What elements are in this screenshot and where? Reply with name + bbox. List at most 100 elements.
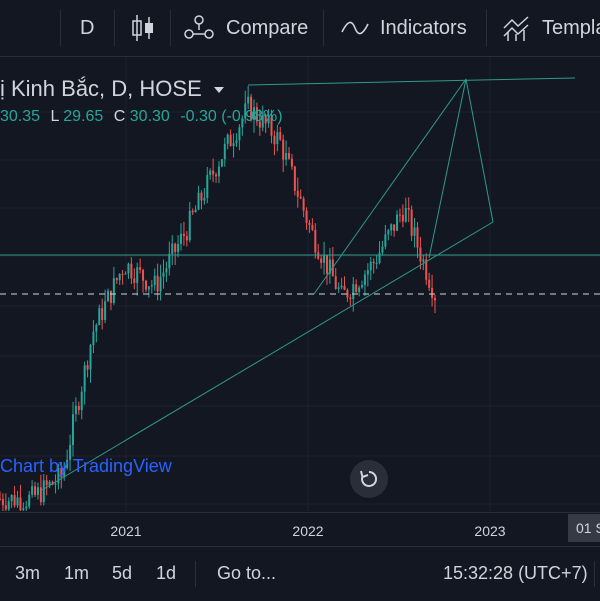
candle-body (136, 267, 139, 284)
candle-body (270, 117, 273, 136)
candle-body (197, 192, 200, 210)
toolbar-divider (486, 10, 487, 46)
candle-body (86, 365, 89, 370)
toolbar-divider (60, 10, 61, 46)
candle-body (384, 234, 387, 247)
candle-body (238, 127, 241, 141)
candle-body (343, 285, 346, 290)
candle-body (89, 345, 92, 370)
templates-icon (503, 16, 529, 41)
range-5d[interactable]: 5d (112, 563, 133, 583)
candle-body (223, 143, 226, 160)
candle-body (416, 227, 419, 248)
candle-body (180, 233, 183, 244)
candle-body (127, 263, 130, 274)
candle-body (361, 285, 364, 288)
ohlc-legend: 30.35 L 29.65 C 30.30 -0.30 (-0.98%) (0, 108, 283, 126)
clock-label[interactable]: 15:32:28 (UTC+7) (443, 563, 588, 583)
candle-body (422, 259, 425, 262)
candle-body (57, 468, 60, 484)
candle-body (71, 414, 74, 446)
candle-body (255, 107, 258, 122)
candle-body (150, 285, 153, 287)
chevron-down-icon[interactable] (213, 87, 224, 94)
candle-body (115, 278, 118, 281)
candle-body (63, 468, 66, 478)
candle-body (241, 118, 244, 128)
close-label: C (113, 108, 126, 125)
tradingview-watermark[interactable]: Chart by TradingView (0, 456, 172, 476)
price-chart[interactable] (0, 57, 600, 511)
candle-body (215, 174, 218, 177)
candle-body (220, 159, 223, 167)
reset-icon (360, 470, 378, 487)
indicators-button[interactable]: Indicators (340, 0, 467, 56)
candle-body (13, 495, 16, 506)
candle-body (217, 166, 220, 177)
candle-body (293, 166, 296, 191)
candle-body (25, 506, 28, 509)
candle-body (191, 210, 194, 213)
candle-body (302, 198, 305, 211)
candle-body (209, 170, 212, 176)
candles-series (0, 85, 436, 511)
candle-body (325, 254, 328, 274)
templates-button[interactable]: Templa (502, 0, 600, 56)
chart-style-button[interactable] (130, 0, 156, 56)
open-value: 30.35 (0, 108, 41, 125)
candle-body (77, 405, 80, 411)
candle-body (203, 197, 206, 201)
candle-body (282, 139, 285, 160)
candle-body (285, 152, 288, 160)
candle-body (299, 196, 302, 199)
trendline-top (247, 77, 576, 86)
candle-body (235, 140, 238, 144)
reset-chart-button[interactable] (350, 460, 388, 498)
symbol-title[interactable]: ị Kinh Bắc, D, HOSE (0, 76, 224, 102)
candle-body (171, 243, 174, 254)
candle-body (74, 405, 77, 415)
compare-button[interactable]: Compare (182, 0, 308, 56)
candle-body (378, 252, 381, 264)
candle-body (273, 135, 276, 145)
candle-body (261, 115, 264, 128)
time-axis[interactable]: 2021 2022 2023 (0, 512, 600, 547)
candle-body (174, 243, 177, 252)
candle-body (407, 208, 410, 210)
candle-body (34, 486, 37, 495)
interval-button[interactable]: D (80, 0, 94, 56)
candle-body (387, 230, 390, 235)
candle-body (279, 132, 282, 140)
symbol-title-text: ị Kinh Bắc, D, HOSE (0, 76, 202, 101)
templates-label: Templa (542, 16, 600, 39)
candle-body (194, 209, 197, 213)
candle-body (323, 254, 326, 263)
candle-body (288, 152, 291, 159)
bottombar-divider (594, 561, 595, 587)
candle-body (7, 501, 10, 510)
range-3m[interactable]: 3m (15, 563, 41, 583)
candle-body (69, 445, 72, 460)
candle-body (60, 468, 63, 478)
toolbar-divider (323, 10, 324, 46)
candle-body (290, 158, 293, 167)
range-1d[interactable]: 1d (156, 563, 177, 583)
candle-body (206, 175, 209, 198)
candle-body (363, 274, 366, 286)
top-toolbar: D Compare Indicators (0, 0, 600, 57)
candle-body (10, 495, 13, 502)
candle-body (349, 297, 352, 300)
candle-body (431, 287, 434, 299)
drawing-tools (0, 77, 600, 491)
candle-body (36, 487, 39, 495)
range-1m[interactable]: 1m (64, 563, 90, 583)
bottom-toolbar: 3m 1m 5d 1d Go to... 15:32:28 (UTC+7) (0, 546, 600, 601)
candle-body (247, 96, 250, 104)
goto-button[interactable]: Go to... (217, 563, 277, 583)
candle-body (124, 273, 127, 275)
candles-icon (132, 15, 153, 41)
candle-body (393, 224, 396, 231)
close-value: 30.30 (129, 108, 170, 125)
candle-body (80, 391, 83, 411)
candle-body (229, 134, 232, 147)
